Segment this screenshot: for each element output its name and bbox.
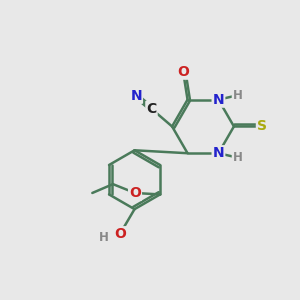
- Text: H: H: [99, 231, 109, 244]
- Text: S: S: [257, 119, 267, 134]
- Text: N: N: [213, 93, 224, 107]
- Text: O: O: [129, 186, 141, 200]
- Text: O: O: [177, 65, 189, 79]
- Text: H: H: [233, 151, 242, 164]
- Text: O: O: [114, 227, 126, 241]
- Text: H: H: [233, 89, 242, 102]
- Text: N: N: [213, 146, 224, 160]
- Text: C: C: [146, 102, 157, 116]
- Text: N: N: [130, 89, 142, 103]
